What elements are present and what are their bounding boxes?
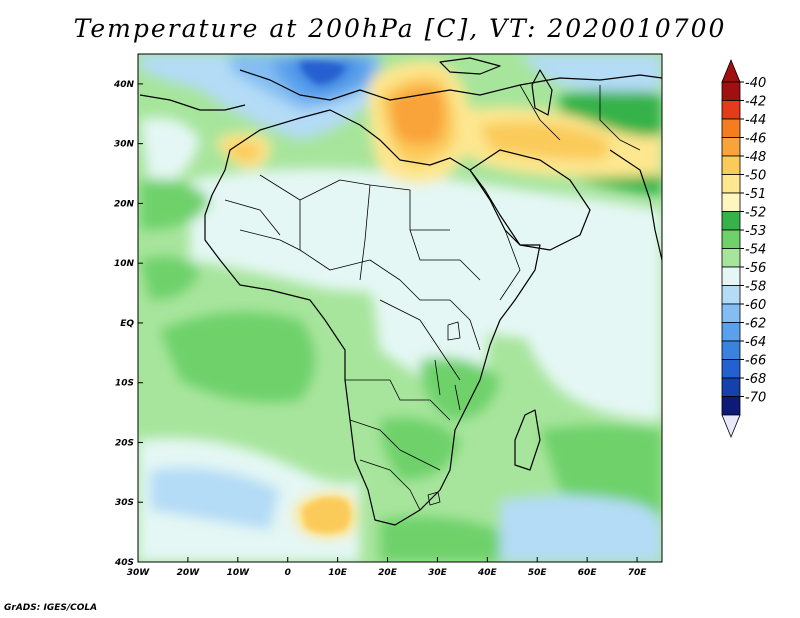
colorbar-swatch: [721, 192, 741, 212]
colorbar-under-triangle: [721, 414, 741, 439]
colorbar-label: -58: [745, 280, 766, 295]
lat-tick-label: 10N: [114, 259, 135, 269]
lat-tick-label: EQ: [120, 319, 134, 329]
lon-tick-label: 30W: [127, 568, 151, 578]
colorbar-label: -40: [745, 76, 766, 91]
lon-tick-label: 50E: [528, 568, 548, 578]
colorbar-swatch: [721, 248, 741, 268]
colorbar-swatch: [721, 137, 741, 157]
colorbar-swatch: [721, 81, 741, 101]
colorbar-label: -60: [745, 298, 766, 313]
lat-tick-label: 30S: [115, 498, 134, 508]
colorbar-swatch: [721, 118, 741, 138]
lon-tick-label: 20W: [177, 568, 201, 578]
longitude-axis: 30W 20W 10W 0 10E 20E 30E 40E 50E 60E 70E: [127, 557, 647, 578]
lon-tick-label: 10W: [227, 568, 251, 578]
colorbar: -40 -42 -44 -46 -48 -50 -51 -52 -53 -54 -56 -58 -60 -…: [721, 58, 766, 439]
colorbar-swatch: [721, 229, 741, 249]
colorbar-label: -44: [745, 113, 766, 128]
colorbar-swatch: [721, 322, 741, 342]
colorbar-swatch: [721, 340, 741, 360]
lon-tick-label: 0: [285, 568, 291, 578]
lon-tick-label: 30E: [428, 568, 448, 578]
colorbar-swatch: [721, 100, 741, 120]
colorbar-label: -64: [745, 335, 766, 350]
grads-credit: GrADS: IGES/COLA: [4, 603, 98, 613]
colorbar-label: -62: [745, 317, 766, 332]
lon-tick-label: 60E: [578, 568, 598, 578]
colorbar-label: -66: [745, 354, 766, 369]
lon-tick-label: 10E: [328, 568, 348, 578]
lon-tick-label: 70E: [628, 568, 648, 578]
colorbar-label: -46: [745, 132, 766, 147]
colorbar-label: -51: [745, 187, 766, 202]
temperature-field: [138, 54, 662, 562]
colorbar-label: -56: [745, 261, 766, 276]
colorbar-swatch: [721, 285, 741, 305]
colorbar-swatch: [721, 396, 741, 416]
colorbar-over-triangle: [721, 58, 741, 83]
colorbar-swatch: [721, 303, 741, 323]
lat-tick-label: 40N: [113, 80, 135, 90]
lon-tick-label: 20E: [378, 568, 398, 578]
map-title: Temperature at 200hPa [C], VT: 202001070…: [73, 14, 727, 43]
colorbar-label: -48: [745, 150, 766, 165]
lon-tick-label: 40E: [477, 568, 498, 578]
colorbar-label: -68: [745, 372, 766, 387]
lat-tick-label: 20S: [115, 438, 134, 448]
colorbar-label: -52: [745, 206, 766, 221]
lat-tick-label: 10S: [115, 379, 134, 389]
colorbar-swatch: [721, 359, 741, 379]
colorbar-label: -53: [745, 224, 766, 239]
coastlines: [139, 57, 662, 526]
lat-tick-label: 30N: [114, 140, 135, 150]
colorbar-swatch: [721, 377, 741, 397]
colorbar-swatch: [721, 155, 741, 175]
lat-tick-label: 20N: [114, 199, 135, 209]
colorbar-label: -54: [745, 243, 766, 258]
colorbar-label: -50: [745, 169, 766, 184]
colorbar-label: -42: [745, 95, 766, 110]
latitude-axis: 40N 30N 20N 10N EQ 10S 20S 30S 40S: [113, 80, 143, 568]
lat-tick-label: 40S: [114, 558, 134, 568]
map-frame: [137, 53, 663, 563]
colorbar-swatch: [721, 174, 741, 194]
colorbar-swatch: [721, 211, 741, 231]
colorbar-swatch: [721, 266, 741, 286]
colorbar-label: -70: [745, 391, 766, 406]
